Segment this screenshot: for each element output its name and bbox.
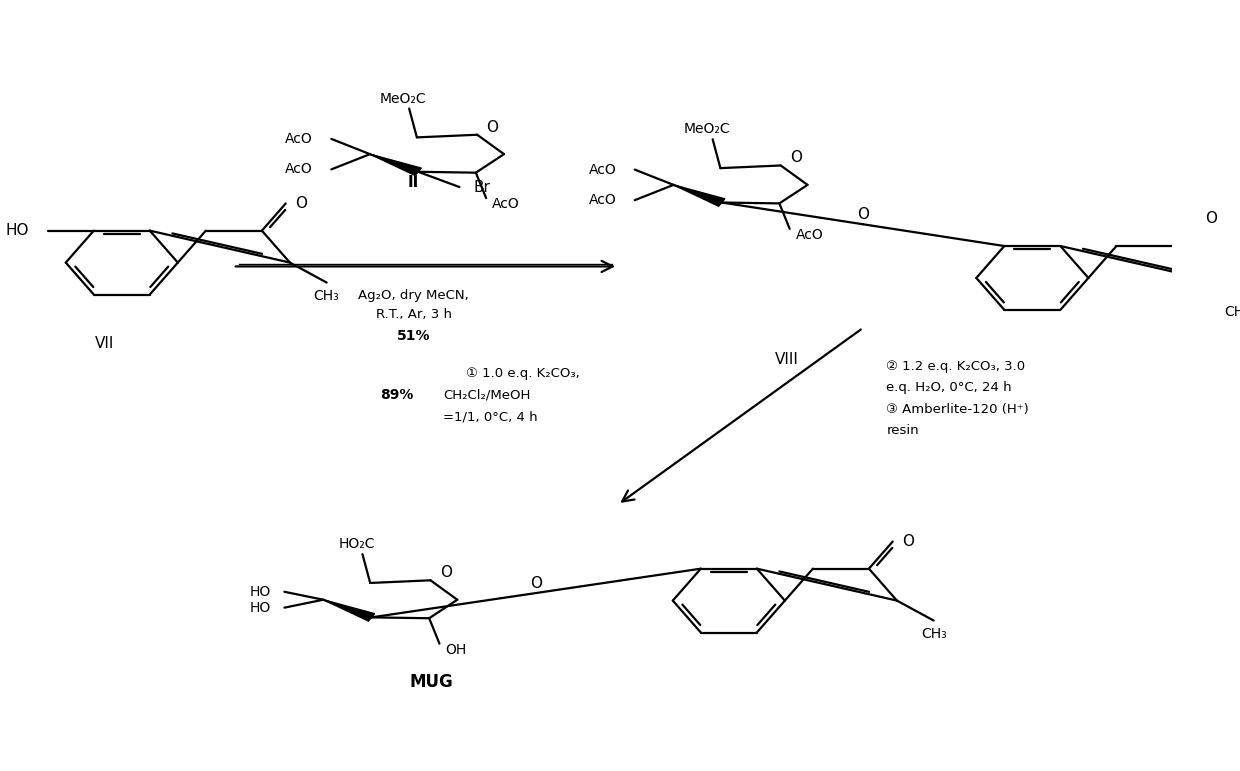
Text: O: O	[901, 534, 914, 549]
Text: AcO: AcO	[796, 228, 823, 242]
Polygon shape	[370, 154, 422, 176]
Text: CH₃: CH₃	[314, 289, 340, 303]
Text: AcO: AcO	[285, 163, 312, 177]
Text: HO: HO	[6, 223, 30, 238]
Text: CH₃: CH₃	[1224, 305, 1240, 318]
Text: CH₃: CH₃	[921, 628, 946, 641]
Text: resin: resin	[887, 424, 919, 437]
Text: AcO: AcO	[589, 194, 616, 207]
Text: HO: HO	[249, 601, 270, 614]
Polygon shape	[673, 185, 725, 206]
Text: VII: VII	[95, 336, 114, 352]
Text: O: O	[440, 565, 451, 580]
Text: ② 1.2 e.q. K₂CO₃, 3.0: ② 1.2 e.q. K₂CO₃, 3.0	[887, 360, 1025, 373]
Text: HO: HO	[249, 584, 270, 599]
Text: =1/1, 0°C, 4 h: =1/1, 0°C, 4 h	[443, 410, 537, 423]
Text: O: O	[295, 196, 306, 211]
Text: ③ Amberlite-120 (H⁺): ③ Amberlite-120 (H⁺)	[887, 402, 1029, 416]
Text: Ag₂O, dry MeCN,: Ag₂O, dry MeCN,	[358, 289, 469, 302]
Text: VIII: VIII	[775, 352, 799, 366]
Text: O: O	[1205, 211, 1218, 227]
Text: CH₂Cl₂/MeOH: CH₂Cl₂/MeOH	[443, 389, 531, 402]
Polygon shape	[324, 600, 374, 621]
Text: O: O	[531, 575, 542, 591]
Text: MeO₂C: MeO₂C	[379, 92, 427, 106]
Text: MeO₂C: MeO₂C	[683, 123, 730, 136]
Text: R.T., Ar, 3 h: R.T., Ar, 3 h	[376, 308, 451, 322]
Text: O: O	[486, 120, 498, 135]
Text: ① 1.0 e.q. K₂CO₃,: ① 1.0 e.q. K₂CO₃,	[466, 368, 580, 380]
Text: AcO: AcO	[492, 197, 520, 211]
Text: II: II	[408, 175, 419, 190]
Text: 51%: 51%	[397, 328, 430, 342]
Text: e.q. H₂O, 0°C, 24 h: e.q. H₂O, 0°C, 24 h	[887, 382, 1012, 394]
Text: O: O	[790, 150, 802, 165]
Text: HO₂C: HO₂C	[339, 537, 374, 551]
Text: AcO: AcO	[285, 132, 312, 146]
Text: AcO: AcO	[589, 163, 616, 177]
Text: Br: Br	[474, 180, 490, 194]
Text: 89%: 89%	[381, 389, 414, 402]
Text: O: O	[857, 207, 869, 222]
Text: MUG: MUG	[409, 673, 453, 691]
Text: OH: OH	[445, 643, 466, 657]
